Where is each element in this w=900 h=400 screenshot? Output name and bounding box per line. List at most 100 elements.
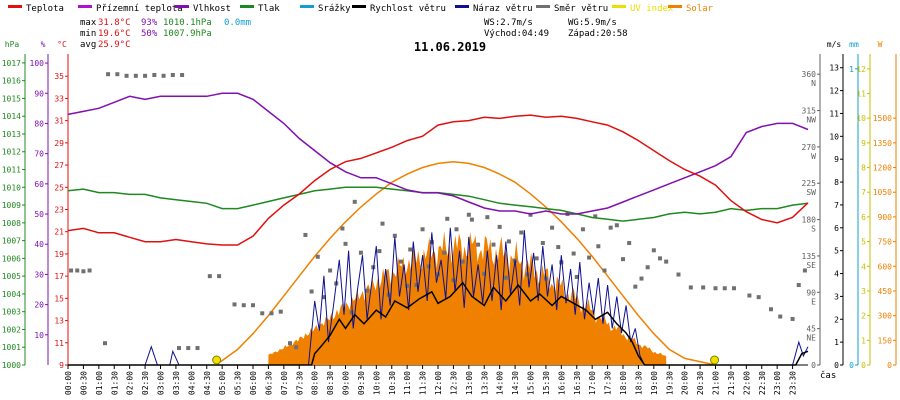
wind-direction-point bbox=[676, 272, 681, 277]
x-tick-label: 00:30 bbox=[79, 371, 88, 395]
temp-axis-tick-label: 25 bbox=[54, 183, 64, 192]
wind-direction-point bbox=[426, 264, 431, 269]
dir-axis-tick-label: 225 bbox=[802, 179, 817, 188]
wind-direction-point bbox=[571, 251, 576, 256]
x-tick-label: 07:30 bbox=[295, 371, 304, 395]
x-tick-label: 17:30 bbox=[604, 371, 613, 395]
wind-direction-point bbox=[195, 346, 200, 351]
stat-min-hum: 50% bbox=[141, 29, 158, 39]
stat-max-hum: 93% bbox=[141, 18, 158, 28]
wind-direction-point bbox=[722, 286, 727, 291]
wind-direction-point bbox=[115, 72, 120, 77]
w-axis-tick-label: 1050 bbox=[873, 188, 892, 197]
stat-wg: WG:5.9m/s bbox=[568, 18, 617, 28]
x-tick-label: 08:30 bbox=[326, 371, 335, 395]
hpa-axis-tick-label: 1009 bbox=[2, 201, 21, 210]
dir-axis-compass-label: S bbox=[811, 225, 816, 234]
wind-direction-point bbox=[485, 215, 490, 220]
wind-direction-point bbox=[747, 293, 752, 298]
wind-direction-point bbox=[75, 268, 80, 273]
x-tick-label: 13:30 bbox=[480, 371, 489, 395]
ms-axis-tick-label: 11 bbox=[829, 109, 839, 118]
plot-area bbox=[67, 72, 809, 366]
wind-direction-point bbox=[294, 345, 299, 350]
wind-direction-point bbox=[217, 274, 222, 279]
pct-axis-tick-label: 40 bbox=[34, 240, 44, 249]
wind-direction-point bbox=[651, 248, 656, 253]
wind-direction-point bbox=[688, 285, 693, 290]
pct-axis-unit: % bbox=[41, 40, 46, 49]
dir-axis-compass-label: NE bbox=[806, 334, 816, 343]
wind-direction-point bbox=[260, 311, 265, 316]
stat-max-rain: 0.0mm bbox=[224, 18, 251, 28]
wind-direction-point bbox=[713, 286, 718, 291]
time-axis-label: čas bbox=[820, 370, 836, 381]
hpa-axis-tick-label: 1008 bbox=[2, 219, 21, 228]
w-axis-tick-label: 600 bbox=[878, 262, 893, 271]
temp-axis-tick-label: 17 bbox=[54, 272, 64, 281]
x-tick-label: 06:30 bbox=[264, 371, 273, 395]
wind-direction-point bbox=[778, 314, 783, 319]
legend-swatch bbox=[536, 5, 550, 8]
wind-direction-point bbox=[269, 311, 274, 316]
chart-title: 11.06.2019 bbox=[414, 40, 486, 54]
wind-direction-point bbox=[414, 283, 419, 288]
wind-direction-point bbox=[503, 275, 508, 280]
ms-axis-tick-label: 9 bbox=[834, 155, 839, 164]
x-tick-label: 12:00 bbox=[434, 371, 443, 395]
legend-label: Směr větru bbox=[554, 4, 608, 14]
hpa-axis-tick-label: 1017 bbox=[2, 59, 21, 68]
legend-swatch bbox=[240, 5, 254, 8]
x-tick-label: 18:30 bbox=[634, 371, 643, 395]
x-tick-label: 03:30 bbox=[172, 371, 181, 395]
wind-speed-line bbox=[68, 281, 809, 366]
wind-direction-point bbox=[451, 278, 456, 283]
uv-axis-tick-label: 4 bbox=[861, 262, 866, 271]
x-tick-label: 01:00 bbox=[95, 371, 104, 395]
wind-direction-point bbox=[161, 73, 166, 78]
wind-direction-point bbox=[506, 239, 511, 244]
temp-axis-tick-label: 13 bbox=[54, 317, 64, 326]
wind-direction-point bbox=[790, 316, 795, 321]
x-tick-label: 21:00 bbox=[712, 371, 721, 395]
wind-direction-point bbox=[186, 346, 191, 351]
wind-direction-point bbox=[152, 73, 157, 78]
dir-axis-compass-label: SE bbox=[806, 261, 816, 270]
dir-axis-compass-label: N bbox=[811, 79, 816, 88]
legend-label: Přízemní teplota bbox=[96, 4, 183, 14]
dir-axis-tick-label: 180 bbox=[802, 216, 817, 225]
wind-direction-point bbox=[420, 227, 425, 232]
legend-label: Rychlost větru bbox=[370, 4, 446, 14]
x-tick-label: 11:00 bbox=[403, 371, 412, 395]
wind-direction-point bbox=[170, 73, 175, 78]
wind-direction-point bbox=[442, 250, 447, 255]
wind-direction-point bbox=[328, 268, 333, 273]
wind-direction-point bbox=[525, 272, 530, 277]
uv-axis-tick-label: 9 bbox=[861, 139, 866, 148]
temp-axis-tick-label: 21 bbox=[54, 228, 64, 237]
stat-sunset: Západ:20:58 bbox=[568, 29, 628, 39]
wind-gust-line bbox=[68, 227, 809, 366]
uv-axis-tick-label: 7 bbox=[861, 188, 866, 197]
pct-axis-tick-label: 80 bbox=[34, 119, 44, 128]
x-tick-label: 09:00 bbox=[342, 371, 351, 395]
x-tick-label: 20:00 bbox=[681, 371, 690, 395]
hpa-axis-tick-label: 1014 bbox=[2, 112, 21, 121]
x-tick-label: 02:00 bbox=[126, 371, 135, 395]
uv-axis-tick-label: 3 bbox=[861, 287, 866, 296]
wind-direction-point bbox=[639, 276, 644, 281]
wind-direction-point bbox=[87, 268, 92, 273]
wind-direction-point bbox=[124, 73, 129, 78]
w-axis-tick-label: 1500 bbox=[873, 114, 892, 123]
wind-direction-point bbox=[340, 226, 345, 231]
hpa-axis-tick-label: 1000 bbox=[2, 361, 21, 370]
temp-axis-tick-label: 29 bbox=[54, 139, 64, 148]
uv-axis-tick-label: 5 bbox=[861, 238, 866, 247]
w-axis-tick-label: 450 bbox=[878, 287, 893, 296]
uv-axis-tick-label: 0 bbox=[861, 361, 866, 370]
dir-axis-tick-label: 45 bbox=[806, 325, 816, 334]
x-tick-label: 08:00 bbox=[311, 371, 320, 395]
x-tick-label: 14:00 bbox=[496, 371, 505, 395]
uv-axis-tick-label: 8 bbox=[861, 164, 866, 173]
wind-direction-point bbox=[177, 346, 181, 351]
